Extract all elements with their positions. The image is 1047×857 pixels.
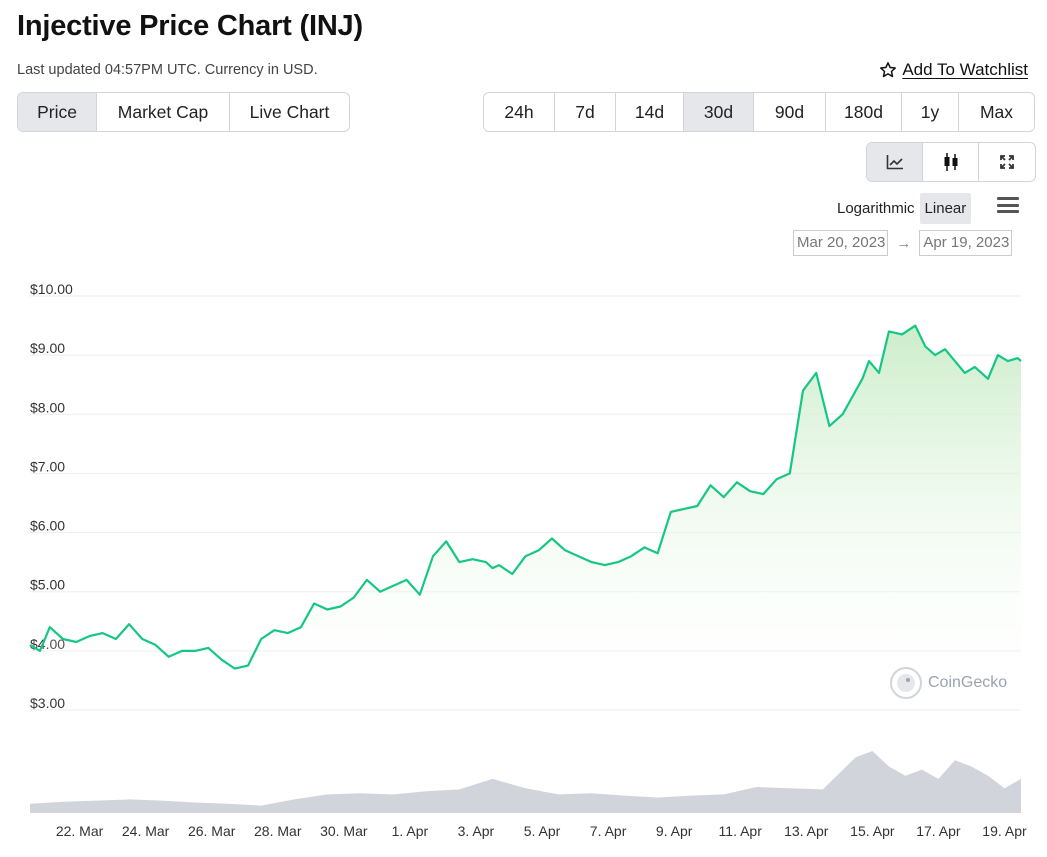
fullscreen-button[interactable] xyxy=(979,143,1035,181)
arrow-right-icon: → xyxy=(896,234,912,252)
tab-live-chart[interactable]: Live Chart xyxy=(249,101,330,122)
x-tick-label: 1. Apr xyxy=(392,823,429,839)
candlestick-button[interactable] xyxy=(923,143,979,181)
line-chart-icon xyxy=(886,155,903,170)
date-from-input[interactable]: Mar 20, 2023 xyxy=(793,230,889,256)
x-axis-labels: 22. Mar 24. Mar 26. Mar 28. Mar 30. Mar 1. Ap… xyxy=(56,823,1027,839)
add-to-watchlist-link[interactable]: Add To Watchlist xyxy=(879,60,1028,80)
brand-name: CoinGecko xyxy=(928,674,1008,691)
range-max-button[interactable]: Max xyxy=(979,101,1014,122)
chart-style-tools xyxy=(866,142,1036,182)
tab-price[interactable]: Price xyxy=(18,93,97,131)
x-tick-label: 24. Mar xyxy=(122,823,170,839)
range-24h-button[interactable]: 24h xyxy=(484,93,555,131)
x-tick-label: 7. Apr xyxy=(590,823,627,839)
range-180d-button[interactable]: 180d xyxy=(826,93,902,131)
x-tick-label: 19. Apr xyxy=(982,823,1027,839)
x-tick-label: 5. Apr xyxy=(524,823,561,839)
tab-market-cap[interactable]: Market Cap xyxy=(97,93,230,131)
line-chart-button[interactable] xyxy=(867,143,923,181)
x-tick-label: 15. Apr xyxy=(850,823,895,839)
price-area xyxy=(30,325,1021,710)
x-tick-label: 17. Apr xyxy=(916,823,961,839)
watchlist-label: Add To Watchlist xyxy=(902,60,1028,79)
last-updated-text: Last updated 04:57PM UTC. Currency in US… xyxy=(17,62,318,78)
range-90d-button[interactable]: 90d xyxy=(754,93,826,131)
linear-option[interactable]: Linear xyxy=(919,193,972,224)
x-tick-label: 9. Apr xyxy=(656,823,693,839)
x-tick-label: 28. Mar xyxy=(254,823,302,839)
y-tick-label: $6.00 xyxy=(30,518,65,534)
date-range: Mar 20, 2023 → Apr 19, 2023 xyxy=(793,230,1013,256)
coingecko-watermark: CoinGecko xyxy=(890,667,1007,699)
range-14d-button[interactable]: 14d xyxy=(616,93,684,131)
scale-toggle: Logarithmic Linear xyxy=(832,193,972,224)
x-tick-label: 13. Apr xyxy=(784,823,829,839)
x-tick-label: 3. Apr xyxy=(458,823,495,839)
gecko-logo-icon xyxy=(890,667,922,699)
date-to-input[interactable]: Apr 19, 2023 xyxy=(919,230,1013,256)
hamburger-menu-icon[interactable] xyxy=(997,197,1019,215)
x-tick-label: 22. Mar xyxy=(56,823,104,839)
y-tick-label: $9.00 xyxy=(30,340,65,356)
range-7d-button[interactable]: 7d xyxy=(555,93,616,131)
chart-type-tabs: Price Market Cap Live Chart xyxy=(17,92,350,132)
price-line xyxy=(29,324,1022,670)
y-tick-label: $10.00 xyxy=(30,281,73,297)
x-tick-label: 30. Mar xyxy=(320,823,368,839)
range-1y-button[interactable]: 1y xyxy=(902,93,959,131)
candlestick-icon xyxy=(944,153,957,171)
page-title: Injective Price Chart (INJ) xyxy=(17,10,363,42)
range-30d-button[interactable]: 30d xyxy=(684,93,754,131)
price-chart[interactable]: $3.00$4.00$5.00$6.00$7.00$8.00$9.00$10.0… xyxy=(0,270,1047,857)
fullscreen-icon xyxy=(1000,155,1014,169)
volume-area xyxy=(30,751,1021,813)
logarithmic-option[interactable]: Logarithmic xyxy=(837,200,915,217)
y-tick-label: $5.00 xyxy=(30,577,65,593)
x-tick-label: 11. Apr xyxy=(719,823,763,839)
star-icon xyxy=(880,62,897,78)
y-tick-label: $7.00 xyxy=(30,458,65,474)
time-range-selector: 24h 7d 14d 30d 90d 180d 1y Max xyxy=(483,92,1035,132)
y-tick-label: $8.00 xyxy=(30,399,65,415)
x-tick-label: 26. Mar xyxy=(188,823,236,839)
